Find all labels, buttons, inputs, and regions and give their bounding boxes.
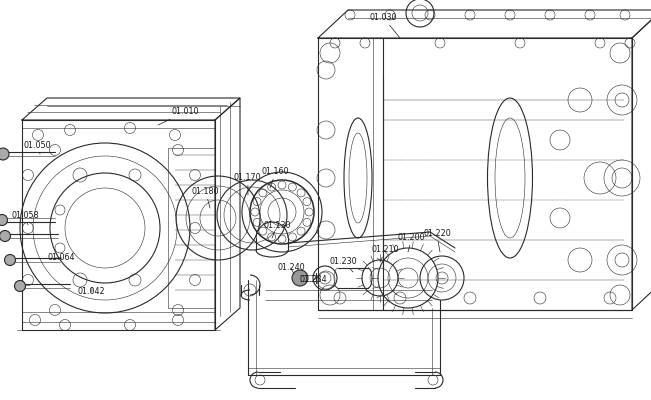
- Circle shape: [0, 230, 10, 242]
- Text: 01.160: 01.160: [262, 168, 290, 188]
- Text: 01.050: 01.050: [24, 140, 51, 154]
- Circle shape: [292, 270, 308, 286]
- Circle shape: [14, 280, 25, 292]
- Text: 01.064: 01.064: [48, 254, 76, 262]
- Text: 01.042: 01.042: [78, 287, 105, 296]
- Text: 01.234: 01.234: [300, 275, 327, 284]
- Circle shape: [5, 254, 16, 266]
- Text: 01.030: 01.030: [370, 14, 400, 38]
- Circle shape: [0, 214, 8, 226]
- Circle shape: [0, 148, 9, 160]
- Text: 01.058: 01.058: [12, 212, 40, 225]
- Text: 01.220: 01.220: [423, 230, 450, 252]
- Text: 01.010: 01.010: [158, 108, 199, 125]
- Text: 01.230: 01.230: [330, 258, 357, 272]
- Text: 01.210: 01.210: [372, 246, 400, 262]
- Text: 01.200: 01.200: [398, 234, 426, 252]
- Text: 01.240: 01.240: [277, 264, 305, 274]
- Text: 01.130: 01.130: [264, 220, 292, 238]
- Text: 01.170: 01.170: [234, 174, 262, 195]
- Text: 01.180: 01.180: [192, 188, 219, 208]
